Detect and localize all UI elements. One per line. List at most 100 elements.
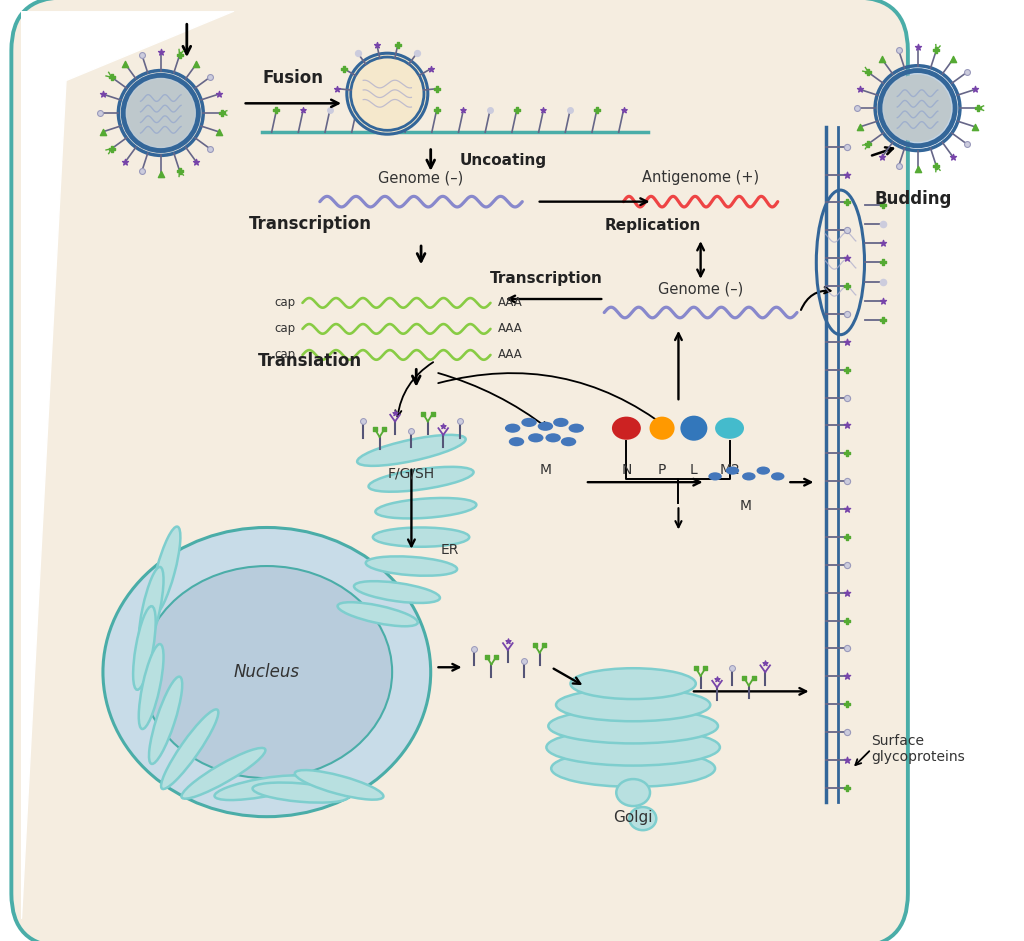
Ellipse shape <box>357 435 466 466</box>
Point <box>95 87 112 102</box>
Text: cap: cap <box>274 323 296 335</box>
Ellipse shape <box>726 467 739 474</box>
Ellipse shape <box>538 422 553 431</box>
Text: Golgi: Golgi <box>613 810 653 825</box>
Ellipse shape <box>148 677 182 764</box>
Text: Replication: Replication <box>604 218 700 233</box>
Point <box>429 81 445 96</box>
Point <box>860 136 877 152</box>
Point <box>839 530 855 545</box>
Point <box>117 56 133 72</box>
Ellipse shape <box>649 417 675 439</box>
Ellipse shape <box>376 498 476 518</box>
Point <box>839 250 855 265</box>
Text: ER: ER <box>440 543 459 557</box>
Ellipse shape <box>151 527 180 615</box>
Ellipse shape <box>295 770 383 800</box>
Ellipse shape <box>141 566 392 778</box>
Point <box>958 136 975 152</box>
Ellipse shape <box>521 418 537 427</box>
Point <box>687 661 703 676</box>
Point <box>103 70 120 85</box>
Ellipse shape <box>338 602 418 627</box>
Point <box>839 139 855 154</box>
Text: Transcription: Transcription <box>489 272 603 286</box>
Point <box>849 101 865 116</box>
Text: AAA: AAA <box>499 348 523 361</box>
Point <box>874 197 891 212</box>
Ellipse shape <box>139 566 164 652</box>
Ellipse shape <box>103 528 431 817</box>
Point <box>500 633 516 648</box>
Point <box>839 473 855 488</box>
Text: N: N <box>622 463 632 477</box>
Point <box>336 61 352 76</box>
Text: L: L <box>690 463 697 477</box>
Point <box>153 45 169 60</box>
Point <box>697 661 714 676</box>
Circle shape <box>127 79 195 147</box>
Point <box>874 255 891 270</box>
Point <box>839 585 855 600</box>
Point <box>839 167 855 183</box>
Point <box>213 105 229 120</box>
Point <box>537 638 553 653</box>
Point <box>367 422 383 437</box>
Text: AAA: AAA <box>499 323 523 335</box>
Point <box>134 48 151 63</box>
Point <box>852 82 868 97</box>
Point <box>188 56 205 72</box>
Point <box>387 406 403 421</box>
Point <box>874 274 891 289</box>
Ellipse shape <box>546 433 561 442</box>
Point <box>376 422 392 437</box>
Point <box>839 753 855 768</box>
Text: Uncoating: Uncoating <box>460 152 547 167</box>
Point <box>117 154 133 169</box>
Text: Budding: Budding <box>874 190 951 208</box>
Point <box>909 40 926 55</box>
Text: F/G/SH: F/G/SH <box>388 467 435 481</box>
Point <box>171 163 187 178</box>
Text: Transcription: Transcription <box>249 215 372 233</box>
Point <box>874 216 891 231</box>
Point <box>928 158 944 173</box>
Ellipse shape <box>366 556 457 576</box>
Ellipse shape <box>133 606 156 690</box>
Point <box>967 82 983 97</box>
Point <box>839 446 855 461</box>
Text: M: M <box>740 499 752 513</box>
Ellipse shape <box>742 472 756 481</box>
Point <box>839 669 855 684</box>
Text: M: M <box>540 463 551 477</box>
Ellipse shape <box>771 472 784 481</box>
Ellipse shape <box>369 467 473 492</box>
Point <box>103 141 120 156</box>
Point <box>516 653 532 668</box>
Ellipse shape <box>612 417 641 439</box>
Point <box>562 103 579 118</box>
Point <box>348 103 365 118</box>
Ellipse shape <box>547 729 720 766</box>
Point <box>452 414 468 429</box>
Point <box>478 649 495 664</box>
Point <box>891 43 907 58</box>
Point <box>757 656 773 671</box>
Point <box>724 661 740 676</box>
Point <box>839 418 855 433</box>
Point <box>839 613 855 628</box>
Point <box>736 670 753 685</box>
Text: cap: cap <box>274 296 296 310</box>
Point <box>202 70 218 85</box>
Text: Genome (–): Genome (–) <box>658 281 743 296</box>
Point <box>403 423 420 439</box>
Ellipse shape <box>568 423 584 433</box>
Point <box>134 163 151 178</box>
Point <box>509 103 525 118</box>
Point <box>945 52 962 67</box>
Point <box>873 52 890 67</box>
Text: Genome (–): Genome (–) <box>379 170 464 185</box>
Point <box>92 105 109 120</box>
Point <box>839 641 855 656</box>
Point <box>839 780 855 795</box>
